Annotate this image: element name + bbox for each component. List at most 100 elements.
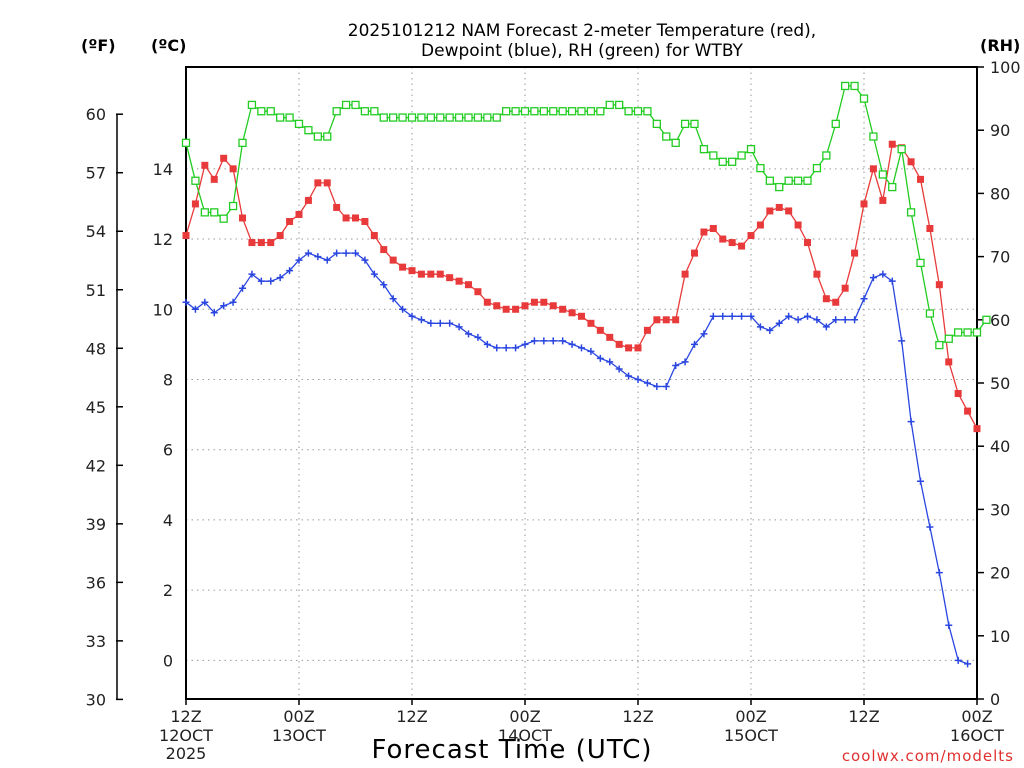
data-point-temperature [794,221,802,229]
data-point-dewpoint [851,316,859,324]
tick-label-rh: 0 [990,690,1000,709]
data-point-temperature [747,232,755,240]
data-point-dewpoint [898,337,906,345]
data-point-rh [982,315,991,324]
data-point-temperature [822,295,830,303]
data-point-dewpoint [408,312,416,320]
data-point-dewpoint [314,253,322,261]
tick-label-rh: 40 [990,437,1010,456]
data-point-rh [426,113,435,122]
data-point-dewpoint [530,337,538,345]
data-point-dewpoint [766,326,774,334]
data-point-rh [586,107,596,116]
data-point-rh [596,107,605,116]
series-rh [181,81,991,350]
data-point-rh [407,113,417,122]
data-point-dewpoint [229,298,237,306]
tick-label-fahrenheit: 36 [86,573,106,592]
data-point-temperature [389,256,397,264]
data-point-rh [219,214,228,223]
data-point-rh [709,151,718,160]
tick-label-celsius: 14 [153,160,173,179]
data-point-rh [567,107,577,116]
data-point-temperature [935,281,943,289]
data-point-dewpoint [587,347,595,355]
data-point-dewpoint [210,309,218,317]
data-point-temperature [587,319,595,327]
data-point-temperature [709,225,717,233]
data-point-dewpoint [775,319,783,327]
tick-label-rh: 60 [990,311,1010,330]
data-point-rh [398,113,407,122]
unit-label-celsius: (ºC) [151,36,186,55]
tick-label-rh: 80 [990,184,1010,203]
data-point-dewpoint [747,312,755,320]
tick-label-celsius: 8 [163,370,173,389]
data-point-rh [756,163,765,173]
data-point-rh [473,113,483,122]
data-point-dewpoint [568,340,576,348]
tick-label-fahrenheit: 57 [86,164,106,183]
data-point-rh [266,107,275,116]
data-point-dewpoint [738,312,746,320]
data-point-rh [869,132,878,141]
data-point-rh [643,107,652,116]
data-point-temperature [738,242,746,250]
data-point-temperature [973,425,981,433]
data-point-dewpoint [323,256,331,264]
data-point-temperature [954,390,962,398]
data-point-dewpoint [804,312,811,320]
tick-label-celsius: 6 [163,441,173,460]
data-point-dewpoint [191,305,199,313]
data-point-dewpoint [436,319,444,327]
data-point-rh [831,119,840,129]
data-point-temperature [295,210,303,218]
data-point-temperature [700,228,708,236]
tick-label-x-year: 2025 [166,744,207,763]
data-point-dewpoint [709,312,717,320]
data-point-dewpoint [935,569,943,577]
tick-label-x-time: 00Z [283,707,314,726]
data-point-dewpoint [643,379,651,387]
data-point-temperature [493,302,501,310]
data-point-rh [944,334,953,343]
data-point-rh [257,107,266,116]
axes [116,66,984,705]
tick-label-fahrenheit: 54 [86,222,106,241]
tick-label-rh: 70 [990,248,1010,267]
data-point-rh [916,258,925,268]
data-point-dewpoint [917,477,924,485]
data-point-rh [304,126,313,135]
data-point-temperature [342,214,350,222]
data-point-temperature [719,235,727,243]
data-point-temperature [907,158,915,166]
data-point-temperature [474,288,482,296]
chart-title-line2: Dewpoint (blue), RH (green) for WTBY [421,41,744,61]
tick-label-x-date: 16OCT [950,726,1004,745]
data-point-dewpoint [794,316,802,324]
data-point-rh [558,107,567,116]
tick-label-fahrenheit: 60 [86,105,106,124]
data-point-dewpoint [822,323,830,331]
data-point-rh [436,113,445,122]
data-point-rh [577,107,586,116]
data-point-temperature [728,239,736,247]
tick-label-x-time: 12Z [622,707,653,726]
data-point-dewpoint [606,358,614,366]
data-point-rh [906,208,916,217]
data-point-dewpoint [512,344,520,352]
data-point-rh [784,176,793,185]
data-point-temperature [286,217,294,225]
data-point-temperature [182,232,190,240]
data-point-temperature [239,214,246,222]
data-point-temperature [691,249,698,257]
series-line-rh [185,85,987,347]
data-point-dewpoint [380,281,388,289]
data-point-rh [775,182,784,192]
data-point-temperature [220,154,228,162]
data-point-temperature [257,239,265,247]
data-point-rh [878,170,887,179]
data-point-rh [454,113,464,122]
